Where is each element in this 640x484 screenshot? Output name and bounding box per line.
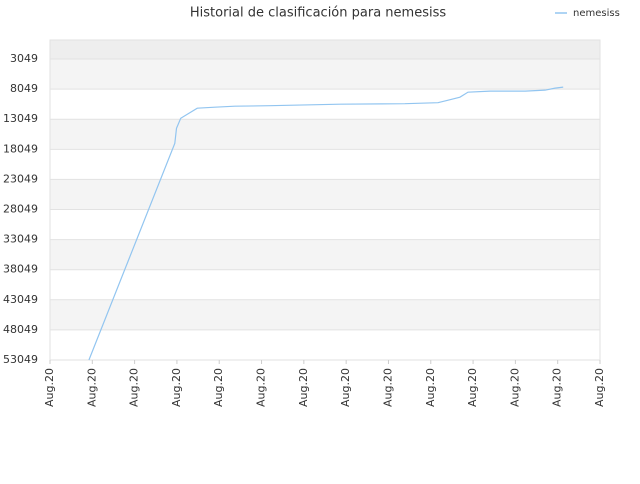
x-tick-label: Aug.20: [508, 368, 521, 407]
band: [50, 40, 600, 60]
x-tick-label: Aug.20: [424, 368, 437, 407]
x-tick-label: Aug.20: [381, 368, 394, 407]
y-tick-label: 43049: [3, 293, 38, 306]
x-tick-label: Aug.20: [85, 368, 98, 407]
x-tick-label: Aug.20: [255, 368, 268, 407]
legend-label: nemesiss: [573, 8, 620, 19]
x-tick-label: Aug.20: [43, 368, 56, 407]
y-tick-label: 13049: [3, 112, 38, 125]
x-tick-label: Aug.20: [212, 368, 225, 407]
band: [50, 119, 600, 150]
y-tick-label: 23049: [3, 172, 38, 185]
x-tick-label: Aug.20: [593, 368, 606, 407]
band: [50, 149, 600, 180]
band: [50, 239, 600, 270]
x-tick-label: Aug.20: [551, 368, 564, 407]
y-tick-label: 38049: [3, 263, 38, 276]
band: [50, 269, 600, 300]
band: [50, 299, 600, 330]
y-tick-label: 3049: [10, 52, 38, 65]
y-tick-label: 18049: [3, 142, 38, 155]
line: [88, 86, 564, 361]
x-tick-label: Aug.20: [339, 368, 352, 407]
x-tick-label: Aug.20: [128, 368, 141, 407]
y-tick-label: 28049: [3, 203, 38, 216]
band: [50, 209, 600, 240]
plot-border: [49, 39, 601, 361]
band: [50, 59, 600, 90]
y-tick-label: 8049: [10, 82, 38, 95]
y-tick-label: 33049: [3, 233, 38, 246]
band: [50, 329, 600, 360]
y-tick-label: 48049: [3, 323, 38, 336]
x-tick-label: Aug.20: [170, 368, 183, 407]
chart-title: Historial de clasificación para nemesiss: [190, 6, 446, 21]
band: [50, 179, 600, 210]
x-tick-label: Aug.20: [466, 368, 479, 407]
x-tick-label: Aug.20: [297, 368, 310, 407]
y-tick-label: 53049: [3, 353, 38, 366]
